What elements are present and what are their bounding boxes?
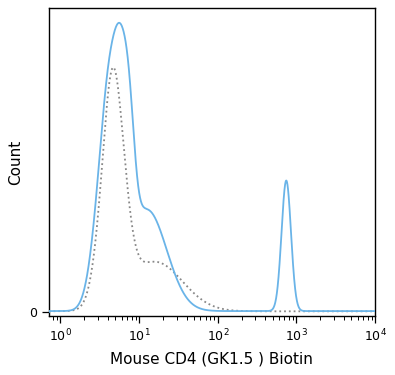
Y-axis label: Count: Count [8, 140, 23, 185]
X-axis label: Mouse CD4 (GK1.5 ) Biotin: Mouse CD4 (GK1.5 ) Biotin [111, 352, 313, 367]
